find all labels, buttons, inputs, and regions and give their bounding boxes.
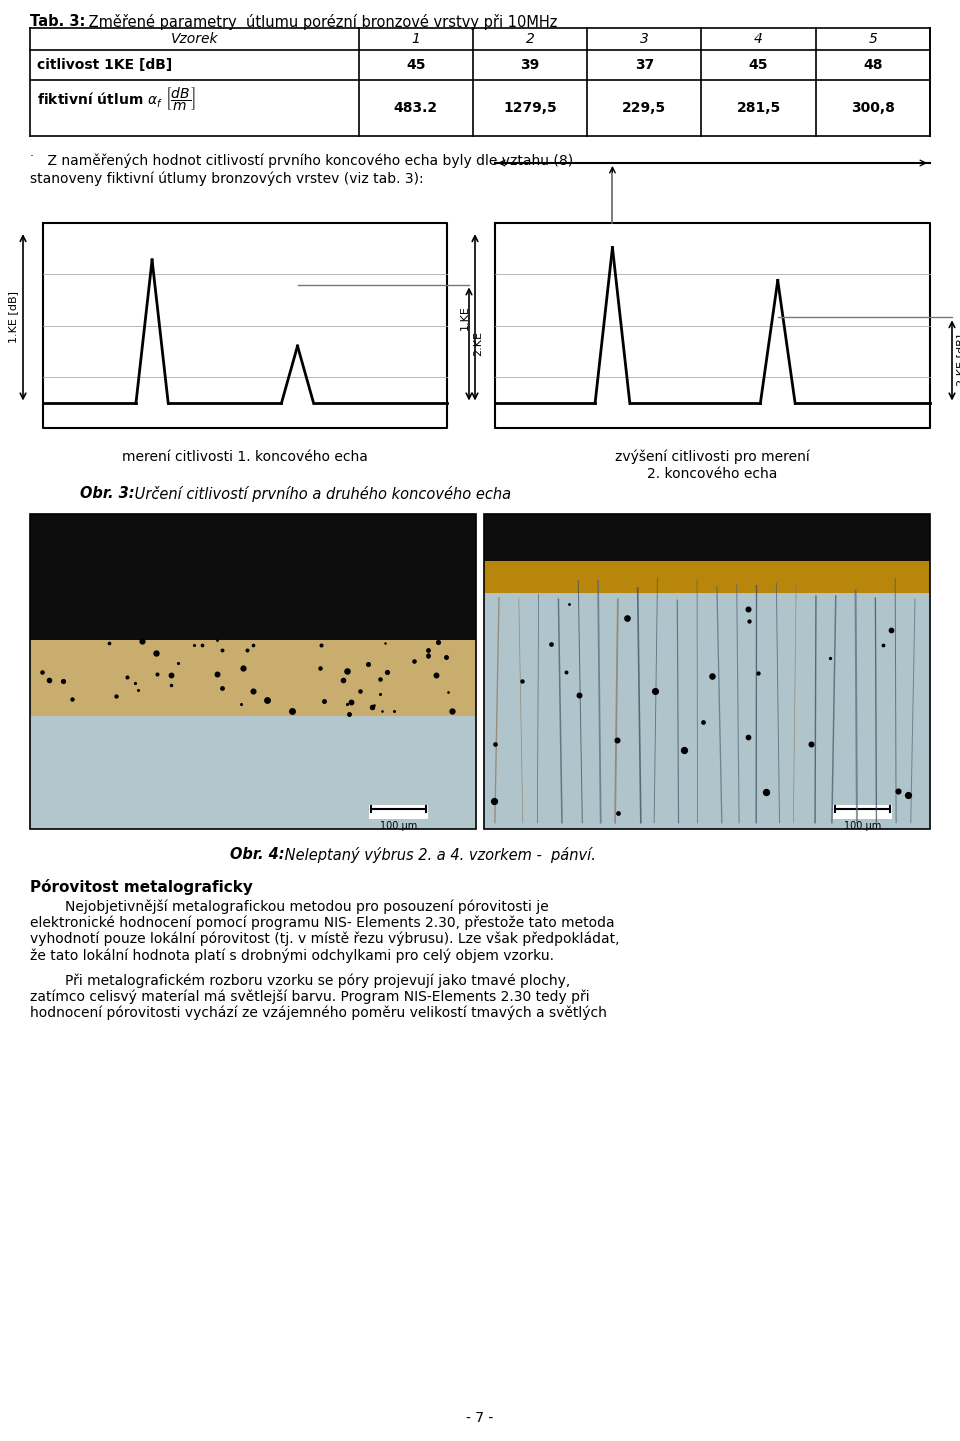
Text: 45: 45 — [406, 58, 425, 72]
Text: 39: 39 — [520, 58, 540, 72]
Text: elektronické hodnocení pomocí programu NIS- Elements 2.30, přestože tato metoda: elektronické hodnocení pomocí programu N… — [30, 915, 614, 929]
Text: 1: 1 — [411, 32, 420, 46]
Text: fiktivní útlum $\alpha_f$ $\left[\dfrac{dB}{m}\right]$: fiktivní útlum $\alpha_f$ $\left[\dfrac{… — [37, 86, 196, 114]
Text: 2.KE: 2.KE — [473, 331, 483, 356]
Text: Obr. 3:: Obr. 3: — [80, 486, 134, 501]
Text: Určení citlivostí prvního a druhého koncového echa: Určení citlivostí prvního a druhého konc… — [130, 486, 511, 501]
Text: 281,5: 281,5 — [736, 101, 780, 115]
Bar — [30, 514, 476, 829]
Text: 483.2: 483.2 — [394, 101, 438, 115]
Text: - 7 -: - 7 - — [467, 1411, 493, 1425]
Text: 300,8: 300,8 — [851, 101, 895, 115]
Text: Pórovitost metalograficky: Pórovitost metalograficky — [30, 879, 252, 895]
Text: Nejobjetivnější metalografickou metodou pro posouzení pórovitosti je: Nejobjetivnější metalografickou metodou … — [30, 899, 549, 914]
Bar — [30, 640, 476, 716]
Bar — [484, 514, 930, 561]
Text: 229,5: 229,5 — [622, 101, 666, 115]
Text: stanoveny fiktivní útlumy bronzových vrstev (viz tab. 3):: stanoveny fiktivní útlumy bronzových vrs… — [30, 171, 423, 186]
Text: hodnocení pórovitosti vychází ze vzájemného poměru velikostí tmavých a světlých: hodnocení pórovitosti vychází ze vzájemn… — [30, 1006, 607, 1020]
Text: 1279,5: 1279,5 — [503, 101, 557, 115]
Text: zatímco celisvý materíal má světlejší barvu. Program NIS-Elements 2.30 tedy při: zatímco celisvý materíal má světlejší ba… — [30, 990, 589, 1004]
Text: Z naměřených hodnot citlivostí prvního koncového echa byly dle vztahu (8): Z naměřených hodnot citlivostí prvního k… — [30, 154, 573, 169]
Bar — [30, 514, 476, 640]
Text: 100 μm: 100 μm — [844, 821, 881, 831]
Text: zvýšení citlivosti pro merení: zvýšení citlivosti pro merení — [615, 450, 810, 464]
Bar — [369, 806, 428, 818]
Text: .: . — [30, 146, 34, 159]
Text: Obr. 4:: Obr. 4: — [230, 847, 284, 862]
Text: Při metalografickém rozboru vzorku se póry projevují jako tmavé plochy,: Při metalografickém rozboru vzorku se pó… — [30, 973, 570, 987]
Text: Vzorek: Vzorek — [171, 32, 218, 46]
Text: 1.KE [dB]: 1.KE [dB] — [8, 291, 18, 343]
Text: 1.KE: 1.KE — [460, 305, 470, 330]
Bar — [833, 806, 892, 818]
Bar — [484, 561, 930, 592]
Text: 2. koncového echa: 2. koncového echa — [647, 467, 778, 481]
Text: 2: 2 — [525, 32, 535, 46]
Bar — [484, 514, 930, 829]
Text: Neleptaný výbrus 2. a 4. vzorkem -  pánví.: Neleptaný výbrus 2. a 4. vzorkem - pánví… — [280, 847, 596, 863]
Text: vyhodnotí pouze lokální pórovitost (tj. v místě řezu výbrusu). Lze však předpokl: vyhodnotí pouze lokální pórovitost (tj. … — [30, 932, 619, 947]
Text: 37: 37 — [635, 58, 654, 72]
Text: 48: 48 — [863, 58, 882, 72]
Text: citlivost 1KE [dB]: citlivost 1KE [dB] — [37, 58, 172, 72]
Text: merení citlivosti 1. koncového echa: merení citlivosti 1. koncového echa — [122, 450, 368, 464]
Text: 3: 3 — [639, 32, 649, 46]
Text: 100 μm: 100 μm — [380, 821, 418, 831]
Text: Změřené parametry  útlumu porézní bronzové vrstvy při 10MHz: Změřené parametry útlumu porézní bronzov… — [84, 14, 558, 30]
Text: 2.KE [dB]: 2.KE [dB] — [956, 334, 960, 386]
Bar — [484, 514, 930, 829]
Text: 45: 45 — [749, 58, 768, 72]
Bar — [30, 716, 476, 829]
Text: Tab. 3:: Tab. 3: — [30, 14, 85, 29]
Text: 5: 5 — [869, 32, 877, 46]
Text: že tato lokální hodnota platí s drobnými odchylkami pro celý objem vzorku.: že tato lokální hodnota platí s drobnými… — [30, 948, 554, 963]
Text: 4: 4 — [755, 32, 763, 46]
